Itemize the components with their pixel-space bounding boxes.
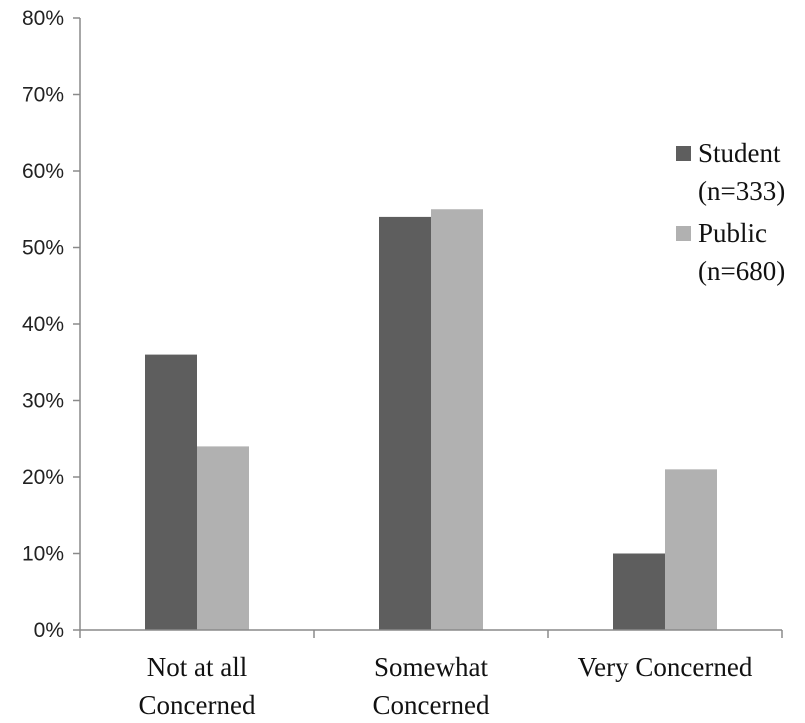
legend: Student (n=333) Public (n=680) (676, 138, 785, 286)
y-tick-label: 50% (22, 237, 64, 260)
y-tick-label: 40% (22, 313, 64, 336)
bars (145, 209, 717, 630)
y-tick-label: 30% (22, 390, 64, 413)
bar-series-1-category-1 (431, 209, 483, 630)
bar-series-1-category-2 (665, 469, 717, 630)
x-category-label: Somewhat (374, 652, 488, 682)
y-tick-label: 60% (22, 160, 64, 183)
x-axis-ticks (79, 630, 783, 638)
legend-swatch-0 (676, 146, 691, 161)
x-category-label: Concerned (139, 690, 256, 720)
y-tick-label: 80% (22, 7, 64, 30)
legend-label-1: (n=680) (698, 256, 785, 286)
bar-series-0-category-2 (613, 553, 665, 630)
legend-label-0: Student (698, 138, 781, 168)
legend-label-0: (n=333) (698, 176, 785, 206)
bar-series-1-category-0 (197, 446, 249, 630)
y-tick-label: 0% (34, 619, 64, 642)
bar-series-0-category-1 (379, 216, 431, 630)
y-tick-label: 10% (22, 543, 64, 566)
y-tick-label: 70% (22, 84, 64, 107)
y-axis-ticks: 0% 10% 20% 30% 40% 50% 60% 70% 80% (22, 7, 80, 642)
x-axis-category-labels: Not at all Concerned Somewhat Concerned Very… (139, 652, 753, 720)
x-category-label: Very Concerned (578, 652, 753, 682)
y-tick-label: 20% (22, 466, 64, 489)
legend-swatch-1 (676, 226, 691, 241)
x-category-label: Concerned (373, 690, 490, 720)
x-category-label: Not at all (147, 652, 247, 682)
legend-label-1: Public (698, 218, 767, 248)
bar-series-0-category-0 (145, 354, 197, 630)
